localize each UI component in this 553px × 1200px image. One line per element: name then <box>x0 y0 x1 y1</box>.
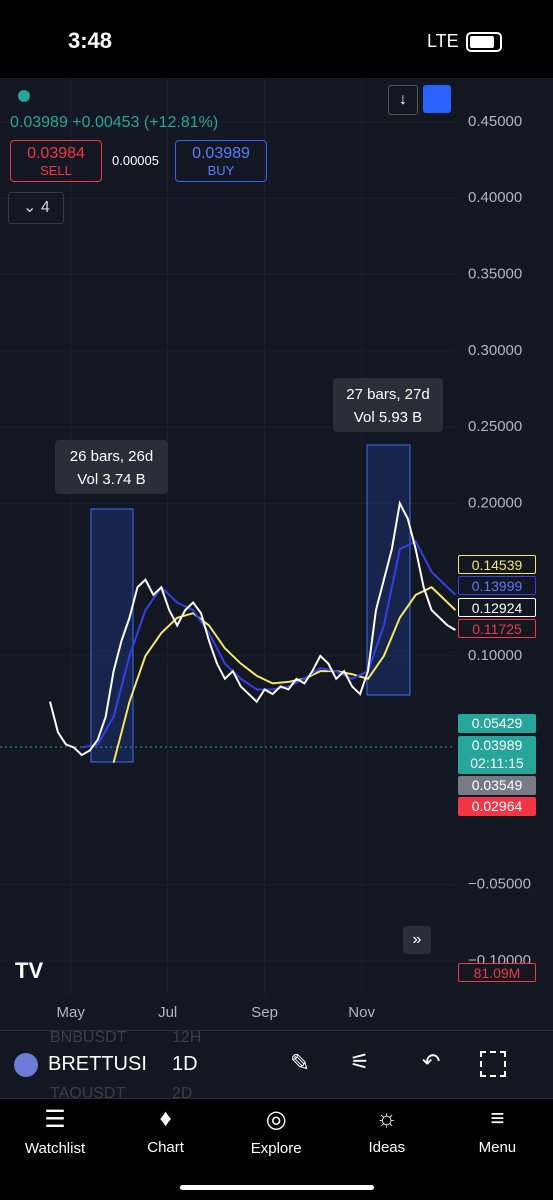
x-tick-label: Sep <box>251 1004 278 1021</box>
interval[interactable]: 1D <box>172 1053 198 1075</box>
draw-tool[interactable]: ✎ <box>290 1050 311 1077</box>
sell-price: 0.03984 <box>27 145 85 162</box>
status-dot <box>18 90 30 102</box>
nav-icon: ☰ <box>44 1106 66 1133</box>
nav-item[interactable]: ♦ Chart <box>111 1105 221 1156</box>
x-tick-label: Nov <box>348 1004 375 1021</box>
measure-bars: 27 bars, 27d <box>346 386 430 403</box>
price-line <box>49 500 456 757</box>
measure-range <box>90 508 134 763</box>
ghost-symbol: BNBUSDT <box>50 1029 127 1046</box>
last-price: 0.03989 <box>471 737 523 753</box>
symbol-icon <box>14 1053 38 1077</box>
measure-box: 26 bars, 26d Vol 3.74 B <box>55 440 168 494</box>
price-tag: 0.12924 <box>458 598 536 617</box>
measure-bars: 26 bars, 26d <box>69 448 154 465</box>
measure-vol: Vol 5.93 B <box>353 409 423 426</box>
nav-label: Watchlist <box>24 1140 86 1157</box>
fullscreen[interactable] <box>480 1051 506 1077</box>
fullscreen-button[interactable] <box>423 85 451 113</box>
download-button[interactable]: ↓ <box>388 85 418 115</box>
ghost-symbol: TAOUSDT <box>50 1085 126 1102</box>
indicators-toggle[interactable]: ⌄ 4 <box>8 192 64 224</box>
nav-label: Chart <box>147 1139 184 1156</box>
nav-icon: ≡ <box>490 1105 505 1132</box>
chart: 0.45000 0.40000 0.35000 0.30000 0.25000 0.200… <box>0 78 531 1021</box>
price-tag: 0.03549 <box>458 776 536 795</box>
price-tag: 0.02964 <box>458 797 536 816</box>
nav-icon: ☼ <box>375 1105 398 1132</box>
sell-button[interactable]: 0.03984 SELL <box>10 140 102 182</box>
countdown: 02:11:15 <box>470 755 524 771</box>
y-tick-label: 0.25000 <box>468 418 522 435</box>
nav-item[interactable]: ◎ Explore <box>221 1105 331 1157</box>
nav-icon: ♦ <box>159 1105 172 1132</box>
sell-label: SELL <box>40 163 72 178</box>
toolbar: BNBUSDT 12H TAOUSDT 2D BRETTUSI 1D ✎ ⚟ ↶ <box>0 1029 553 1102</box>
quote-line: 0.03989 +0.00453 (+12.81%) <box>10 114 219 131</box>
bottom-nav: ☰ Watchlist ♦ Chart ◎ Explore ☼ Ideas ≡ Menu <box>0 1098 553 1200</box>
battery <box>466 32 502 52</box>
indicator-count: 4 <box>40 199 50 216</box>
nav-item[interactable]: ≡ Menu <box>442 1105 552 1156</box>
measure-box: 27 bars, 27d Vol 5.93 B <box>333 378 443 432</box>
status-bar: 3:48 LTE <box>0 0 553 78</box>
nav-item[interactable]: ☰ Watchlist <box>0 1105 110 1157</box>
price-tag: 0.03989 02:11:15 <box>458 736 536 774</box>
y-tick-label: 0.40000 <box>468 189 522 206</box>
x-tick-label: May <box>56 1004 85 1021</box>
y-tick-label: 0.10000 <box>468 647 522 664</box>
x-tick-label: Jul <box>158 1004 177 1021</box>
buy-button[interactable]: 0.03989 BUY <box>175 140 267 182</box>
nav-label: Menu <box>478 1139 517 1156</box>
price-line <box>81 540 457 749</box>
nav-label: Explore <box>250 1140 302 1157</box>
undo[interactable]: ↶ <box>422 1049 441 1074</box>
time: 3:48 <box>68 28 113 53</box>
home-indicator <box>180 1185 374 1190</box>
logo: TV <box>15 958 44 983</box>
ghost-interval: 2D <box>172 1085 193 1102</box>
price-tag: 0.11725 <box>458 619 536 638</box>
y-tick-label: 0.35000 <box>468 266 522 283</box>
symbol[interactable]: BRETTUSI <box>48 1053 147 1075</box>
buy-label: BUY <box>207 163 235 178</box>
buy-price: 0.03989 <box>192 145 250 162</box>
nav-icon: ◎ <box>265 1106 287 1133</box>
measure-vol: Vol 3.74 B <box>77 471 146 488</box>
y-tick-label: −0.05000 <box>468 876 531 893</box>
price-line <box>112 586 457 763</box>
y-tick-label: 0.30000 <box>468 342 522 359</box>
nav-item[interactable]: ☼ Ideas <box>332 1105 442 1156</box>
price-tag: 0.13999 <box>458 576 536 595</box>
volume-tag: 81.09M <box>458 963 536 982</box>
y-tick-label: 0.20000 <box>468 494 522 511</box>
scroll-right[interactable]: » <box>403 926 431 954</box>
settings-tool[interactable]: ⚟ <box>350 1049 370 1074</box>
nav-label: Ideas <box>368 1139 406 1156</box>
y-tick-label: 0.45000 <box>468 113 522 130</box>
ghost-interval: 12H <box>172 1029 202 1046</box>
price-tag: 0.14539 <box>458 555 536 574</box>
spread: 0.00005 <box>112 153 159 168</box>
price-tag: 0.05429 <box>458 714 536 733</box>
network: LTE <box>427 31 459 51</box>
